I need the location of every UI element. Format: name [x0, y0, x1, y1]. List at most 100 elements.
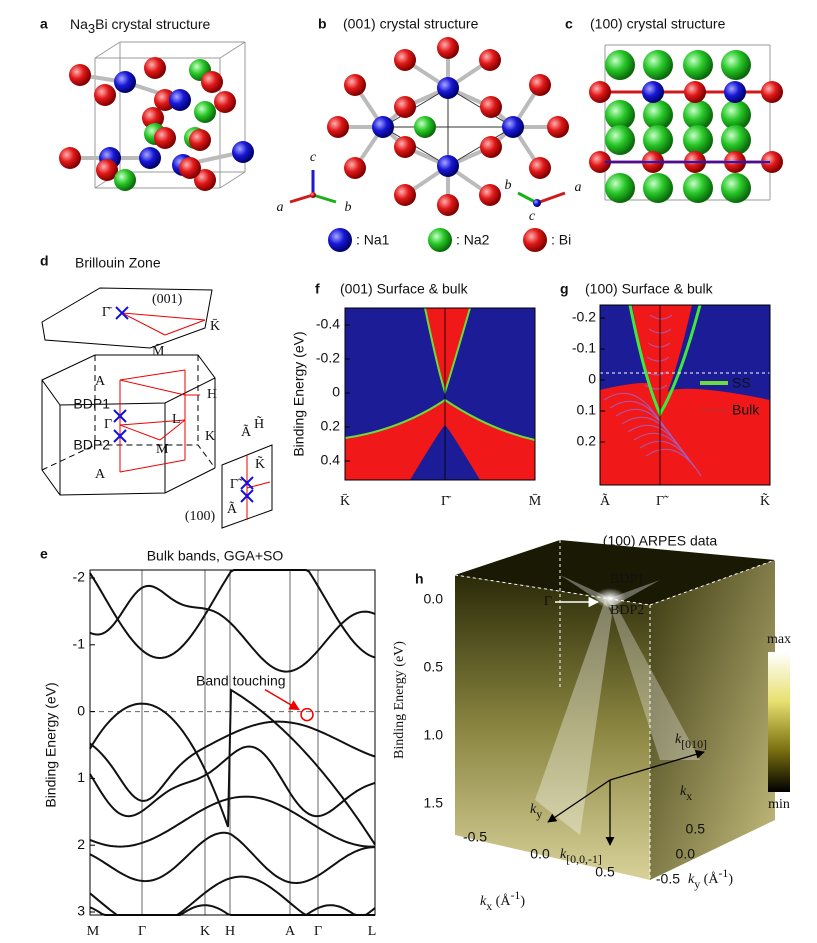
line	[119, 379, 186, 396]
bz-label: Ã	[227, 501, 238, 517]
atom	[394, 136, 416, 158]
axis-label-part: x	[686, 789, 692, 803]
atom	[761, 81, 783, 103]
atom	[69, 64, 91, 86]
axis-title: kx (Å-1)	[480, 888, 525, 913]
atom	[589, 81, 611, 103]
atom	[59, 147, 81, 169]
axis-label: kx	[680, 784, 692, 803]
atom	[414, 116, 436, 138]
band	[89, 569, 376, 660]
atom	[643, 50, 673, 80]
x-tick-label: K	[200, 924, 210, 939]
marker-x	[113, 409, 127, 443]
line	[454, 574, 651, 606]
bz-label: Ã	[241, 424, 252, 440]
legend-entry: : Na2	[456, 232, 490, 248]
y-tick-label: 1	[77, 769, 85, 785]
atom	[605, 100, 635, 130]
axis-title-part: )	[520, 894, 525, 909]
axis-label: k[0,0,-1]	[560, 847, 602, 866]
panel-title: Bulk bands, GGA+SO	[147, 548, 284, 564]
legend-entry: Bulk	[732, 402, 760, 418]
y-tick-label: -0.5	[656, 871, 680, 887]
band-line	[647, 342, 671, 348]
y-tick-label: 0.0	[676, 846, 696, 862]
bz-label: BDP1	[73, 396, 110, 412]
band	[89, 795, 376, 848]
plot-frame	[344, 307, 536, 481]
bz-label: K̃	[255, 455, 265, 472]
y-tick-label: 0	[332, 384, 340, 400]
axis-title-part: (Å	[700, 871, 719, 887]
axis-label: a	[575, 180, 582, 195]
title-part: Na	[70, 16, 88, 32]
figure-content: a Na3Bi crystal structure b (001) crystal s…	[40, 16, 791, 940]
bz-label: A	[95, 467, 106, 482]
arpes-front	[455, 575, 650, 880]
bz-label: Γ	[104, 417, 112, 432]
x-tick-label: K̄	[340, 494, 350, 510]
y-tick-label: 1.5	[424, 795, 444, 811]
axis-label-part: [0,0,-1]	[566, 852, 602, 866]
x-tick-label: K̃	[760, 492, 770, 509]
y-tick-label: 0.1	[577, 402, 597, 418]
atom	[394, 49, 416, 71]
annotation: Band touching	[196, 672, 286, 688]
x-tick-label: Γ̄	[441, 494, 452, 509]
atom	[327, 116, 349, 138]
axis-label: a	[277, 200, 284, 215]
atom	[721, 125, 751, 155]
axis-title: Binding Energy (eV)	[43, 682, 59, 807]
bz-label: K̄	[210, 319, 220, 335]
axis-label: c	[310, 150, 317, 165]
band	[89, 745, 376, 818]
line	[94, 41, 121, 59]
x-tick-label: Γ̃	[656, 494, 669, 509]
bz-label: L	[172, 412, 181, 427]
axis-label-part: [010]	[681, 737, 707, 751]
atom	[201, 71, 223, 93]
atom	[721, 50, 751, 80]
band	[89, 875, 376, 916]
panel-title: (001) crystal structure	[343, 16, 479, 32]
bz-bottom	[41, 467, 216, 496]
panel-label: g	[560, 281, 569, 297]
axis-title-part: k	[688, 872, 695, 887]
band-line	[645, 370, 669, 376]
panel-label: a	[40, 16, 48, 32]
bulk-band	[425, 308, 470, 392]
y-tick-label: 0.2	[577, 433, 597, 449]
atom	[154, 127, 176, 149]
x-tick-label: A	[285, 924, 296, 939]
atom	[724, 81, 746, 103]
atom	[344, 157, 366, 179]
y-tick-label: 0.4	[321, 452, 341, 468]
atom	[394, 184, 416, 206]
atom	[344, 74, 366, 96]
axis-label: b	[505, 178, 512, 193]
atom	[480, 136, 502, 158]
atom	[643, 125, 673, 155]
atom	[479, 184, 501, 206]
atom	[437, 194, 459, 216]
axis-title-part: )	[728, 872, 733, 887]
atom	[94, 84, 116, 106]
atom	[372, 116, 394, 138]
bz-label: BDP2	[73, 437, 110, 453]
atom	[169, 89, 191, 111]
colorbar	[768, 652, 790, 792]
arpes-glow	[594, 588, 626, 608]
panel-title: (001) Surface & bulk	[340, 281, 469, 297]
bz-side	[221, 444, 273, 529]
x-tick-label: 0.5	[595, 864, 615, 880]
axis-title: ky (Å-1)	[688, 866, 733, 891]
highlight	[300, 707, 314, 722]
band	[89, 720, 376, 802]
atom	[589, 151, 611, 173]
band	[89, 904, 375, 916]
atom	[533, 199, 541, 207]
band	[89, 831, 376, 885]
axis-label: k[010]	[675, 732, 707, 751]
